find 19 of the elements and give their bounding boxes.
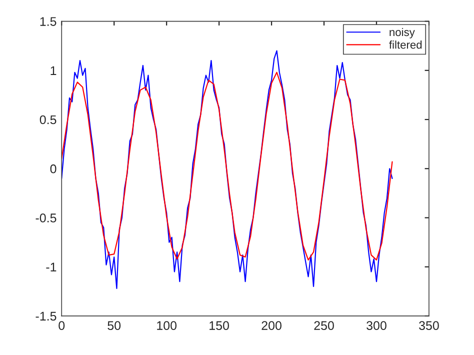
line-series (62, 50, 393, 290)
y-tick-label: -0.5 (36, 214, 56, 222)
y-tick-label: 0.5 (40, 115, 56, 124)
x-tick-label: 0 (58, 321, 65, 330)
x-tick-label: 100 (157, 321, 177, 330)
y-tick-label: -1.5 (36, 312, 56, 321)
y-tick-label: 1.5 (40, 17, 56, 26)
x-tick-label: 150 (210, 321, 229, 330)
line-series (62, 72, 393, 261)
y-tick-label: 1 (50, 66, 56, 75)
y-tick-label: -1 (46, 262, 56, 272)
x-tick-label: 250 (314, 321, 334, 330)
y-tick-label: 0 (50, 164, 56, 174)
x-tick-label: 50 (108, 321, 121, 330)
x-tick-label: 300 (366, 321, 386, 330)
legend-label: filtered (389, 40, 422, 49)
x-tick-label: 200 (262, 321, 282, 330)
x-tick-label: 350 (419, 321, 439, 330)
legend-label: noisy (390, 28, 415, 38)
